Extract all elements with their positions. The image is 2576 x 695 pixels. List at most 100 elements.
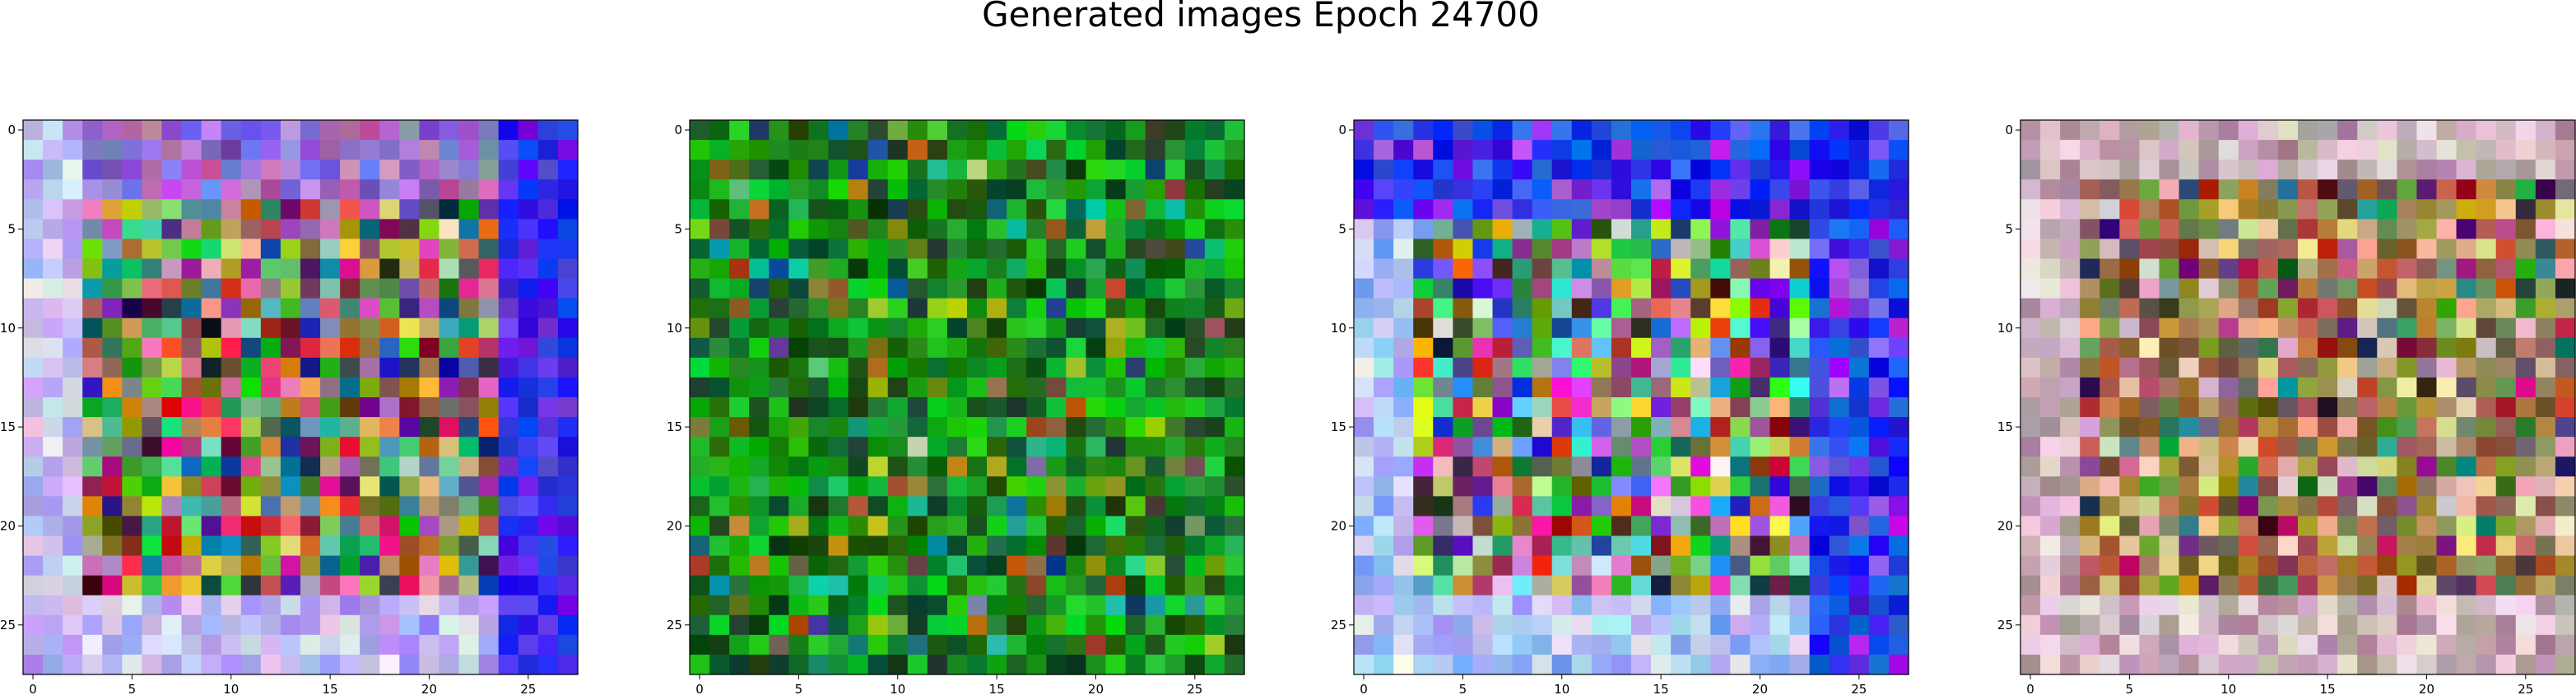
pixel-cell [2416,476,2438,497]
pixel-cell [1413,219,1434,240]
pixel-cell [1204,258,1225,280]
pixel-cell [1433,437,1453,457]
pixel-cell [419,516,440,537]
pixel-cell [419,595,440,616]
pixel-cell [749,456,770,477]
pixel-cell [1769,357,1791,378]
pixel-cell [2476,140,2497,160]
pixel-cell [1631,397,1652,418]
pixel-cell [320,595,341,616]
pixel-cell [1769,614,1791,636]
pixel-cell [1046,417,1067,438]
pixel-cell [1433,516,1453,537]
pixel-cell [987,516,1007,537]
pixel-cell [518,377,539,398]
pixel-cell [1007,555,1027,577]
pixel-cell [729,239,750,260]
pixel-cell [1631,654,1652,675]
pixel-cell [1512,337,1533,359]
pixel-cell [1413,278,1434,299]
pixel-cell [2318,199,2338,220]
pixel-cell [1374,654,1394,675]
pixel-cell [2555,437,2576,457]
pixel-cell [2159,377,2180,398]
pixel-cell [2377,535,2397,557]
pixel-cell [1184,397,1206,418]
pixel-cell [2298,120,2318,141]
pixel-cell [63,140,83,160]
pixel-cell [927,199,948,220]
pixel-cell [360,140,380,160]
pixel-cell [1710,317,1731,339]
pixel-cell [419,634,440,656]
pixel-cell [399,357,421,378]
pixel-cell [2080,239,2100,260]
pixel-cell [102,258,123,280]
pixel-cell [478,634,500,656]
pixel-cell [967,199,988,220]
pixel-cell [2397,456,2418,477]
pixel-cell [1184,140,1206,160]
pixel-cell [2040,654,2061,675]
pixel-cell [518,634,539,656]
pixel-cell [2257,654,2279,675]
pixel-cell [2139,199,2160,220]
pixel-cell [927,278,948,299]
pixel-cell [907,575,928,596]
pixel-cell [967,239,988,260]
pixel-cell [122,417,143,438]
pixel-cell [927,654,948,675]
pixel-cell [967,357,988,378]
pixel-cell [709,437,730,457]
pixel-cell [1066,456,1087,477]
pixel-cell [1571,456,1593,477]
pixel-cell [1472,614,1494,636]
pixel-cell [2377,456,2397,477]
pixel-cell [300,516,321,537]
pixel-cell [2257,496,2279,517]
pixel-cell [2476,397,2497,418]
pixel-cell [2535,575,2556,596]
pixel-cell [2080,298,2100,319]
pixel-cell [1224,317,1245,339]
pixel-cell [439,535,460,557]
pixel-cell [788,595,810,616]
pixel-cell [1671,258,1691,280]
pixel-cell [1165,239,1186,260]
pixel-cell [1848,456,1870,477]
pixel-cell [2535,516,2556,537]
pixel-cell [1591,120,1612,141]
pixel-cell [2257,516,2279,537]
pixel-cell [2397,595,2418,616]
pixel-cell [1690,516,1711,537]
pixel-cell [769,120,789,141]
pixel-cell [2416,516,2438,537]
pixel-cell [1631,634,1652,656]
pixel-cell [2357,535,2378,557]
pixel-cell [2318,456,2338,477]
pixel-cell [1086,496,1107,517]
pixel-cell [1026,298,1047,319]
pixel-cell [1066,595,1087,616]
pixel-cell [1848,258,1870,280]
pixel-cell [1125,437,1146,457]
pixel-cell [518,199,539,220]
pixel-cell [2119,654,2141,675]
pixel-cell [1848,476,1870,497]
pixel-cell [2139,634,2160,656]
pixel-cell [690,337,710,359]
pixel-cell [498,496,519,517]
pixel-cell [1571,160,1593,180]
pixel-cell [240,417,262,438]
pixel-cell [2495,516,2517,537]
pixel-cell [537,476,559,497]
pixel-cell [2377,634,2397,656]
pixel-cell [2495,476,2517,497]
pixel-cell [2436,614,2457,636]
pixel-cell [2119,258,2141,280]
x-tick-label: 15 [2320,682,2336,695]
pixel-cell [848,239,869,260]
pixel-cell [1551,555,1573,577]
pixel-cell [1453,199,1474,220]
pixel-cell [2318,140,2338,160]
